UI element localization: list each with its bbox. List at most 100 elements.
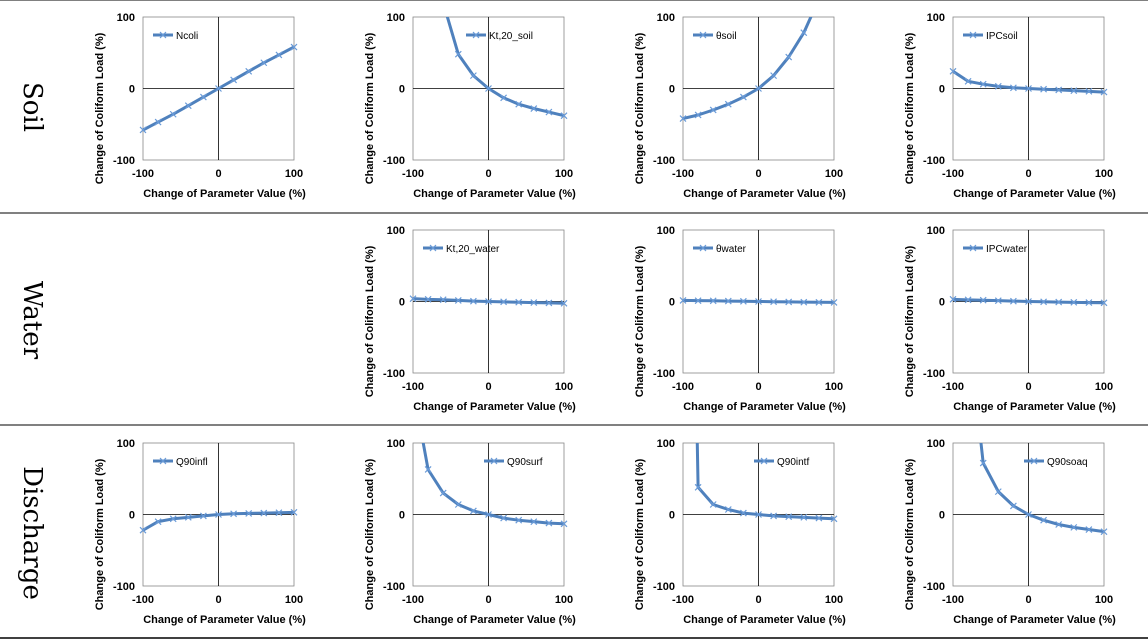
x-tick-label: -100 xyxy=(402,168,424,180)
data-point xyxy=(260,59,268,67)
chart-panel: -100 0 100 -100 0 100 Change of Parameter Valu… xyxy=(364,12,576,200)
row-label: Water xyxy=(17,281,47,360)
x-axis-label: Change of Parameter Value (%) xyxy=(413,614,576,626)
data-point xyxy=(1055,86,1063,94)
y-tick-label: -100 xyxy=(383,368,405,380)
data-point xyxy=(184,513,192,521)
data-point xyxy=(994,82,1002,90)
data-point xyxy=(424,466,432,473)
data-point xyxy=(679,115,687,122)
data-point xyxy=(439,296,447,304)
data-point xyxy=(1070,298,1078,306)
data-point xyxy=(694,483,702,491)
y-tick-label: -100 xyxy=(383,155,405,167)
y-axis-label: Change of Coliform Load (%) xyxy=(364,245,376,397)
x-axis-label: Change of Parameter Value (%) xyxy=(143,188,306,200)
y-tick-label: 0 xyxy=(399,510,405,522)
data-point xyxy=(739,93,747,101)
legend-marker xyxy=(159,31,167,39)
data-point xyxy=(245,67,253,75)
y-axis-label: Change of Coliform Load (%) xyxy=(904,245,916,397)
y-tick-label: 0 xyxy=(129,510,135,522)
data-point xyxy=(454,50,462,58)
chart-panel: -100 0 100 -100 0 100 Change of Parameter Valu… xyxy=(634,438,846,626)
y-tick-label: 100 xyxy=(387,12,405,24)
y-tick-label: -100 xyxy=(923,155,945,167)
data-point xyxy=(994,488,1002,496)
chart-panel: -100 0 100 -100 0 100 Change of Parameter Valu… xyxy=(904,438,1116,626)
data-point xyxy=(770,512,778,520)
y-tick-label: 100 xyxy=(117,438,135,450)
x-tick-label: -100 xyxy=(942,594,964,606)
y-tick-label: 0 xyxy=(939,297,945,309)
data-point xyxy=(979,459,987,467)
x-tick-label: 100 xyxy=(825,168,843,180)
data-point xyxy=(424,295,432,303)
y-tick-label: -100 xyxy=(383,581,405,593)
data-point xyxy=(709,297,717,305)
data-point xyxy=(770,72,778,80)
data-point xyxy=(770,298,778,306)
data-point xyxy=(545,299,553,307)
x-tick-label: -100 xyxy=(132,168,154,180)
x-tick-label: 0 xyxy=(755,594,761,606)
y-tick-label: 0 xyxy=(669,84,675,96)
series-line xyxy=(979,443,1104,534)
data-point xyxy=(800,513,808,521)
data-point xyxy=(485,85,492,92)
x-tick-label: 100 xyxy=(1095,594,1113,606)
y-tick-label: 0 xyxy=(939,510,945,522)
legend-marker xyxy=(699,31,707,39)
data-point xyxy=(815,298,823,306)
x-tick-label: -100 xyxy=(942,381,964,393)
x-tick-label: 0 xyxy=(485,381,491,393)
data-point xyxy=(275,509,283,517)
legend-label: θwater xyxy=(716,244,747,255)
y-tick-label: 100 xyxy=(387,438,405,450)
x-tick-label: 100 xyxy=(825,594,843,606)
data-point xyxy=(1055,298,1063,306)
series-line xyxy=(445,17,564,118)
y-axis-label: Change of Coliform Load (%) xyxy=(634,245,646,397)
y-tick-label: 0 xyxy=(129,84,135,96)
legend-label: θsoil xyxy=(716,31,737,42)
x-tick-label: -100 xyxy=(672,594,694,606)
y-tick-label: 0 xyxy=(669,297,675,309)
series-line xyxy=(683,17,813,120)
data-point xyxy=(1100,88,1108,96)
y-tick-label: 0 xyxy=(939,84,945,96)
data-point xyxy=(409,295,417,303)
data-point xyxy=(469,72,477,80)
legend-label: IPCwater xyxy=(986,244,1028,255)
y-tick-label: 100 xyxy=(657,225,675,237)
data-point xyxy=(1009,84,1017,92)
data-point xyxy=(515,100,523,108)
data-point xyxy=(1040,516,1048,524)
x-axis-label: Change of Parameter Value (%) xyxy=(413,188,576,200)
legend-marker xyxy=(699,244,707,252)
data-point xyxy=(530,518,538,526)
y-axis-label: Change of Coliform Load (%) xyxy=(634,32,646,184)
data-point xyxy=(545,519,553,527)
data-point xyxy=(755,298,762,305)
data-point xyxy=(469,297,477,305)
y-axis-label: Change of Coliform Load (%) xyxy=(904,458,916,610)
data-point xyxy=(560,112,568,120)
data-point xyxy=(1040,298,1048,306)
legend-label: Q90surf xyxy=(507,457,543,468)
legend-marker xyxy=(472,31,480,39)
y-tick-label: 0 xyxy=(669,510,675,522)
x-tick-label: 100 xyxy=(285,168,303,180)
data-point xyxy=(500,298,508,306)
x-tick-label: 100 xyxy=(825,381,843,393)
data-point xyxy=(724,100,732,108)
data-point xyxy=(169,515,177,523)
data-point xyxy=(1070,87,1078,95)
data-point xyxy=(979,296,987,304)
data-point xyxy=(500,94,508,102)
data-point xyxy=(679,297,687,304)
data-point xyxy=(199,512,207,520)
x-axis-label: Change of Parameter Value (%) xyxy=(953,401,1116,413)
